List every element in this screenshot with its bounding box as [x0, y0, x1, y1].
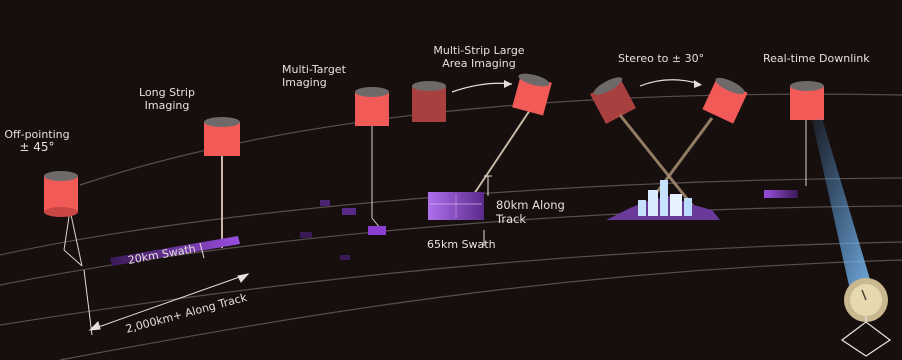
label-long-strip: Long Strip Imaging	[132, 86, 202, 112]
downlink-beam	[812, 118, 872, 290]
downlink-swath	[764, 190, 798, 198]
ground-station-dish-icon	[840, 278, 892, 357]
multi-strip-dimension-arrows	[483, 175, 492, 246]
label-downlink: Real-time Downlink	[763, 52, 870, 65]
label-along-80-line1: 80km Along	[496, 198, 565, 212]
label-multi-target-line2: Imaging	[282, 76, 327, 89]
label-multi-target: Multi-Target Imaging	[282, 63, 346, 89]
label-swath-65: 65km Swath	[427, 238, 496, 251]
satellite-off-pointing-icon	[44, 171, 83, 267]
label-multi-strip: Multi-Strip Large Area Imaging	[424, 44, 534, 70]
swath-strip-20km	[110, 236, 240, 266]
satellite-stereo-left-icon	[590, 77, 636, 124]
satellite-multi-strip-bright-icon	[469, 73, 552, 201]
along-track-arrow	[83, 269, 250, 336]
multi-target-footprints	[300, 200, 386, 260]
satellite-multi-strip-dark-icon	[412, 81, 446, 122]
satellite-long-strip-icon	[204, 117, 240, 248]
label-along-80: 80km Along Track	[496, 198, 565, 226]
ground-line-1	[0, 177, 902, 256]
label-off-pointing-line1: Off-pointing	[4, 128, 70, 141]
swath-20-arrow	[199, 242, 205, 259]
label-multi-strip-line2: Area Imaging	[442, 57, 516, 70]
label-multi-strip-line1: Multi-Strip Large	[433, 44, 525, 57]
ground-line-4	[59, 259, 902, 360]
stereo-terrain-city-icon	[606, 180, 720, 220]
multi-strip-area-footprint	[428, 192, 484, 220]
label-long-strip-line2: Imaging	[144, 99, 190, 112]
ground-line-3	[0, 241, 902, 326]
label-along-80-line2: Track	[496, 212, 527, 226]
label-long-strip-line1: Long Strip	[139, 86, 195, 99]
satellite-downlink-icon	[790, 81, 824, 186]
label-multi-target-line1: Multi-Target	[282, 63, 346, 76]
label-off-pointing: Off-pointing ± 45°	[4, 128, 70, 154]
label-stereo: Stereo to ± 30°	[618, 52, 705, 65]
satellite-multi-target-icon	[355, 87, 389, 229]
satellite-stereo-right-icon	[702, 77, 748, 124]
orbit-motion-arrow-2	[639, 79, 701, 87]
label-off-pointing-line2: ± 45°	[19, 140, 55, 154]
orbit-line-top	[79, 93, 902, 186]
orbit-motion-arrow-1	[451, 82, 513, 93]
